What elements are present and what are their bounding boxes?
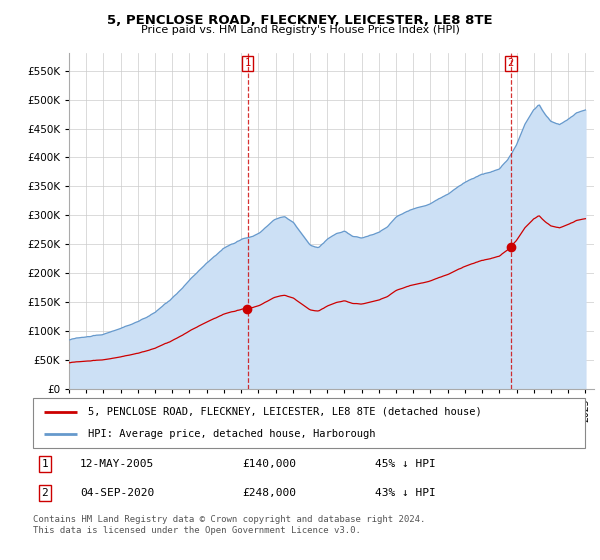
FancyBboxPatch shape [33, 398, 585, 448]
Text: 2: 2 [508, 58, 514, 68]
Text: 43% ↓ HPI: 43% ↓ HPI [375, 488, 436, 498]
Text: 5, PENCLOSE ROAD, FLECKNEY, LEICESTER, LE8 8TE (detached house): 5, PENCLOSE ROAD, FLECKNEY, LEICESTER, L… [88, 407, 482, 417]
Text: HPI: Average price, detached house, Harborough: HPI: Average price, detached house, Harb… [88, 429, 376, 439]
Text: 1: 1 [41, 459, 48, 469]
Text: 2: 2 [41, 488, 48, 498]
Text: This data is licensed under the Open Government Licence v3.0.: This data is licensed under the Open Gov… [33, 526, 361, 535]
Text: 12-MAY-2005: 12-MAY-2005 [80, 459, 154, 469]
Text: 45% ↓ HPI: 45% ↓ HPI [375, 459, 436, 469]
Text: Contains HM Land Registry data © Crown copyright and database right 2024.: Contains HM Land Registry data © Crown c… [33, 515, 425, 524]
Text: 04-SEP-2020: 04-SEP-2020 [80, 488, 154, 498]
Text: 5, PENCLOSE ROAD, FLECKNEY, LEICESTER, LE8 8TE: 5, PENCLOSE ROAD, FLECKNEY, LEICESTER, L… [107, 14, 493, 27]
Text: 1: 1 [244, 58, 251, 68]
Text: £248,000: £248,000 [243, 488, 297, 498]
Text: £140,000: £140,000 [243, 459, 297, 469]
Text: Price paid vs. HM Land Registry's House Price Index (HPI): Price paid vs. HM Land Registry's House … [140, 25, 460, 35]
